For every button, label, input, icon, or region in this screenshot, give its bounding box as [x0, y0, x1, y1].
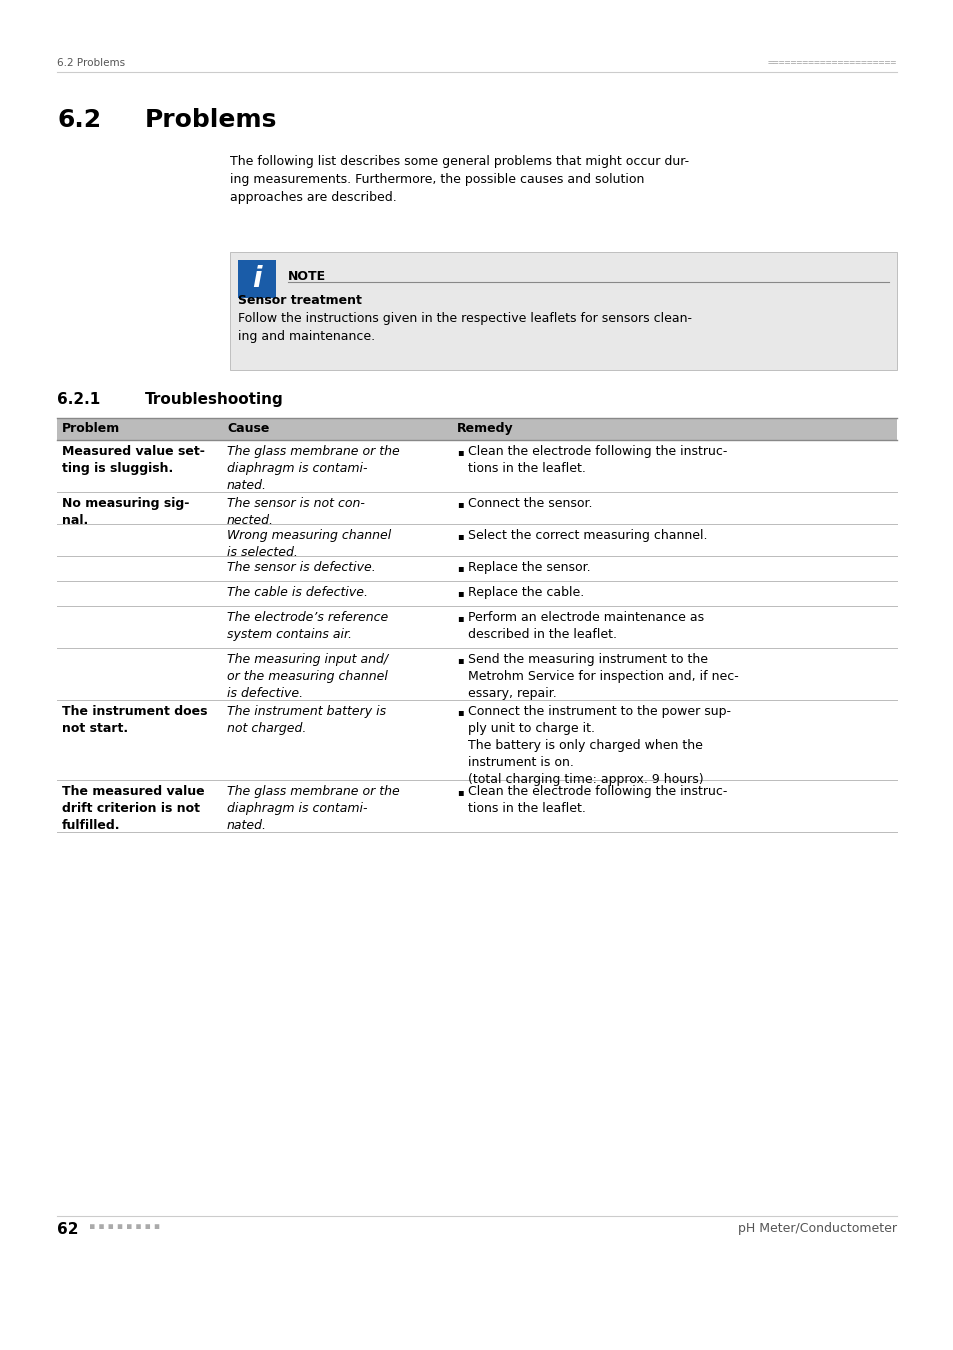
Text: 6.2: 6.2 [57, 108, 101, 132]
Text: The sensor is not con-
nected.: The sensor is not con- nected. [227, 497, 364, 526]
Text: Replace the cable.: Replace the cable. [468, 586, 583, 599]
Text: Cause: Cause [227, 423, 269, 435]
Text: The cable is defective.: The cable is defective. [227, 586, 368, 599]
Text: Troubleshooting: Troubleshooting [145, 392, 283, 406]
Bar [237, 261, 275, 298]
Text: The instrument battery is
not charged.: The instrument battery is not charged. [227, 705, 386, 734]
Text: NOTE: NOTE [288, 270, 326, 284]
Text: The sensor is defective.: The sensor is defective. [227, 562, 375, 574]
Bar [230, 252, 896, 370]
Text: The following list describes some general problems that might occur dur-
ing mea: The following list describes some genera… [230, 155, 688, 204]
Text: No measuring sig-
nal.: No measuring sig- nal. [62, 497, 190, 526]
Text: The electrode’s reference
system contains air.: The electrode’s reference system contain… [227, 612, 388, 641]
Text: ▪: ▪ [456, 589, 463, 598]
Text: ▪: ▪ [456, 447, 463, 458]
Text: pH Meter/Conductometer: pH Meter/Conductometer [738, 1222, 896, 1235]
Text: ▪: ▪ [456, 613, 463, 622]
Text: Clean the electrode following the instruc-
tions in the leaflet.: Clean the electrode following the instru… [468, 446, 726, 475]
Text: ▪: ▪ [456, 531, 463, 541]
Text: Problems: Problems [145, 108, 277, 132]
Text: Remedy: Remedy [456, 423, 513, 435]
Text: 6.2.1: 6.2.1 [57, 392, 100, 406]
Text: ▪: ▪ [456, 500, 463, 509]
Text: ▪: ▪ [456, 787, 463, 796]
Text: Send the measuring instrument to the
Metrohm Service for inspection and, if nec-: Send the measuring instrument to the Met… [468, 653, 738, 701]
Text: The instrument does
not start.: The instrument does not start. [62, 705, 208, 734]
Text: 6.2 Problems: 6.2 Problems [57, 58, 125, 68]
Text: ▪: ▪ [456, 655, 463, 666]
Text: Problem: Problem [62, 423, 120, 435]
Text: The measuring input and/
or the measuring channel
is defective.: The measuring input and/ or the measurin… [227, 653, 388, 701]
Text: Perform an electrode maintenance as
described in the leaflet.: Perform an electrode maintenance as desc… [468, 612, 703, 641]
Text: Measured value set-
ting is sluggish.: Measured value set- ting is sluggish. [62, 446, 205, 475]
Text: Connect the sensor.: Connect the sensor. [468, 497, 592, 510]
Text: 62: 62 [57, 1222, 78, 1237]
Text: The glass membrane or the
diaphragm is contami-
nated.: The glass membrane or the diaphragm is c… [227, 446, 399, 491]
Text: ■ ■ ■ ■ ■ ■ ■ ■: ■ ■ ■ ■ ■ ■ ■ ■ [90, 1222, 159, 1231]
Text: Replace the sensor.: Replace the sensor. [468, 562, 590, 574]
Text: ▪: ▪ [456, 563, 463, 572]
Text: The glass membrane or the
diaphragm is contami-
nated.: The glass membrane or the diaphragm is c… [227, 784, 399, 832]
Bar [57, 418, 896, 440]
Text: The measured value
drift criterion is not
fulfilled.: The measured value drift criterion is no… [62, 784, 204, 832]
Text: Wrong measuring channel
is selected.: Wrong measuring channel is selected. [227, 529, 391, 559]
Text: ▪: ▪ [456, 707, 463, 717]
Text: Select the correct measuring channel.: Select the correct measuring channel. [468, 529, 707, 541]
Text: Connect the instrument to the power sup-
ply unit to charge it.
The battery is o: Connect the instrument to the power sup-… [468, 705, 730, 786]
Text: Clean the electrode following the instruc-
tions in the leaflet.: Clean the electrode following the instru… [468, 784, 726, 815]
Text: Follow the instructions given in the respective leaflets for sensors clean-
ing : Follow the instructions given in the res… [237, 312, 691, 343]
Text: i: i [252, 265, 261, 293]
Text: Sensor treatment: Sensor treatment [237, 294, 361, 306]
Text: ======================: ====================== [767, 58, 896, 68]
